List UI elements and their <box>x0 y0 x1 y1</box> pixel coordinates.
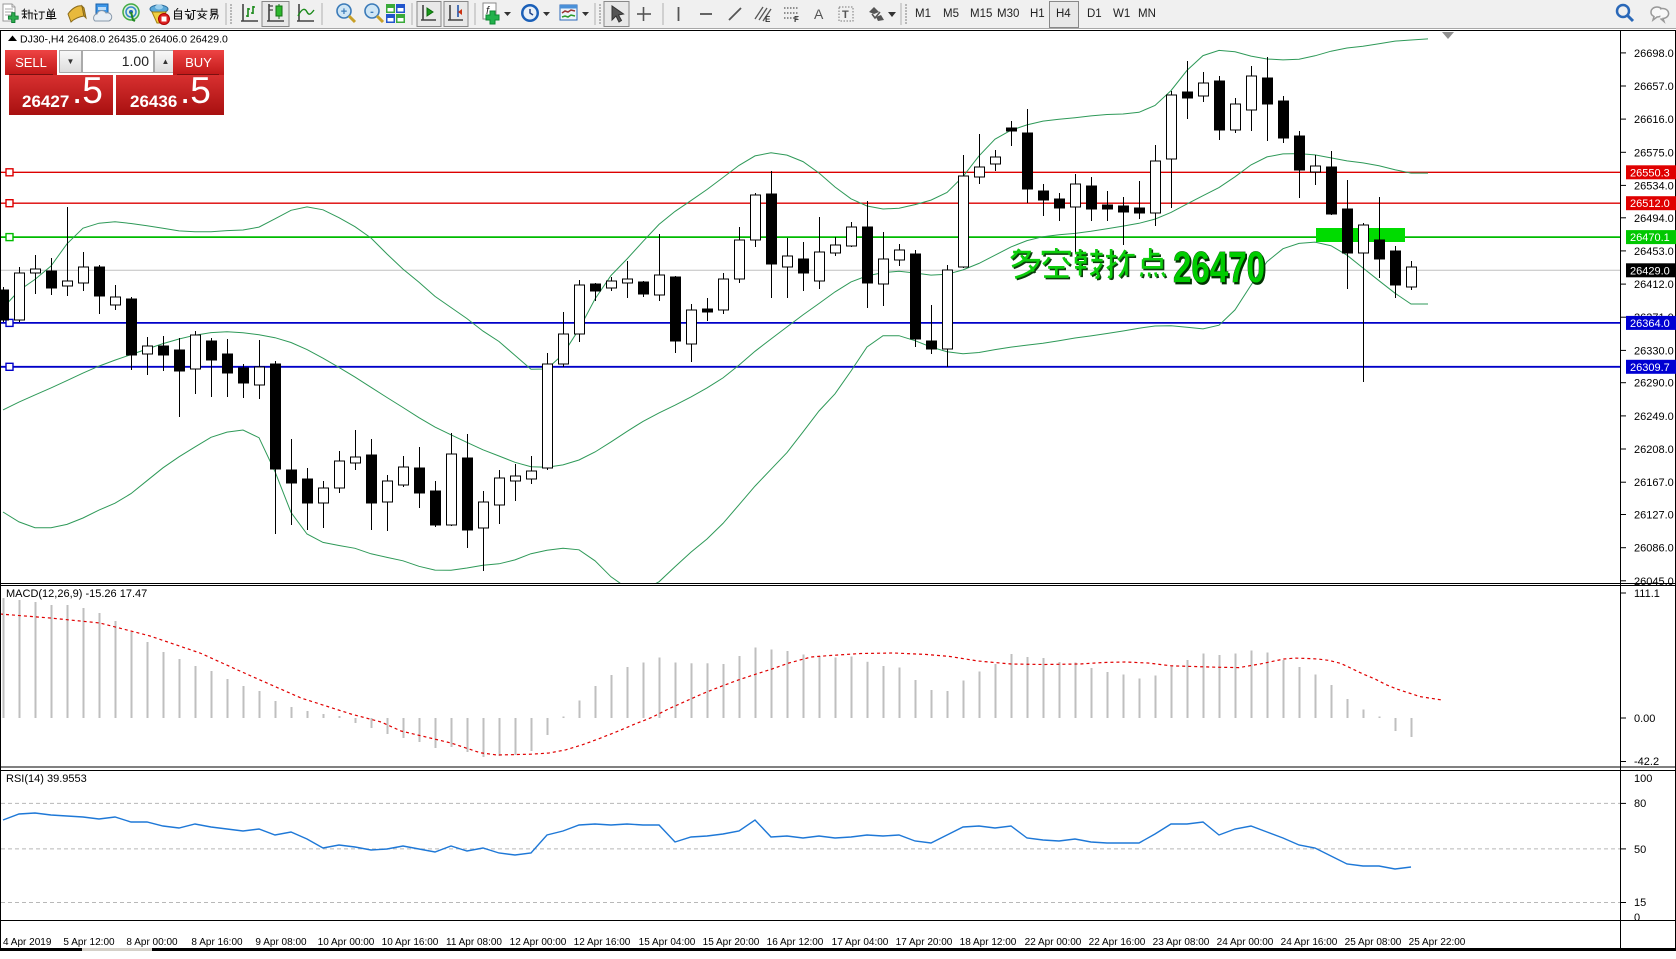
svg-text:26127.0: 26127.0 <box>1634 510 1674 522</box>
svg-text:12 Apr 00:00: 12 Apr 00:00 <box>510 937 567 948</box>
svg-text:26364.0: 26364.0 <box>1630 318 1670 330</box>
svg-text:26512.0: 26512.0 <box>1630 198 1670 210</box>
svg-text:24 Apr 00:00: 24 Apr 00:00 <box>1217 937 1274 948</box>
svg-text:E: E <box>765 15 771 24</box>
svg-text:26616.0: 26616.0 <box>1634 114 1674 126</box>
svg-text:26290.0: 26290.0 <box>1634 378 1674 390</box>
svg-text:F: F <box>794 15 799 24</box>
svg-text:16 Apr 12:00: 16 Apr 12:00 <box>767 937 824 948</box>
svg-text:RSI(14) 39.9553: RSI(14) 39.9553 <box>6 773 87 785</box>
svg-text:15 Apr 20:00: 15 Apr 20:00 <box>703 937 760 948</box>
svg-text:17 Apr 20:00: 17 Apr 20:00 <box>896 937 953 948</box>
svg-text:18 Apr 12:00: 18 Apr 12:00 <box>960 937 1017 948</box>
svg-text:26249.0: 26249.0 <box>1634 411 1674 423</box>
svg-text:100: 100 <box>1634 773 1652 785</box>
svg-text:11 Apr 08:00: 11 Apr 08:00 <box>446 937 502 948</box>
svg-text:0.00: 0.00 <box>1634 713 1655 725</box>
svg-text:A: A <box>814 6 824 22</box>
svg-text:23 Apr 08:00: 23 Apr 08:00 <box>1153 937 1210 948</box>
svg-text:12 Apr 16:00: 12 Apr 16:00 <box>574 937 631 948</box>
svg-text:10 Apr 16:00: 10 Apr 16:00 <box>382 937 439 948</box>
svg-text:26086.0: 26086.0 <box>1634 543 1674 555</box>
svg-text:26550.3: 26550.3 <box>1630 167 1670 179</box>
svg-text:15 Apr 04:00: 15 Apr 04:00 <box>639 937 696 948</box>
svg-text:10 Apr 00:00: 10 Apr 00:00 <box>318 937 375 948</box>
svg-text:22 Apr 16:00: 22 Apr 16:00 <box>1089 937 1146 948</box>
svg-text:26657.0: 26657.0 <box>1634 81 1674 93</box>
svg-text:80: 80 <box>1634 798 1646 810</box>
svg-text:25 Apr 22:00: 25 Apr 22:00 <box>1409 937 1466 948</box>
svg-text:8 Apr 16:00: 8 Apr 16:00 <box>191 937 243 948</box>
svg-text:f: f <box>486 5 490 17</box>
svg-text:0: 0 <box>1634 912 1640 924</box>
svg-text:-42.2: -42.2 <box>1634 756 1659 768</box>
svg-text:22 Apr 00:00: 22 Apr 00:00 <box>1025 937 1082 948</box>
svg-text:26309.7: 26309.7 <box>1630 362 1670 374</box>
svg-text:MACD(12,26,9) -15.26 17.47: MACD(12,26,9) -15.26 17.47 <box>6 588 147 600</box>
svg-text:26412.0: 26412.0 <box>1634 279 1674 291</box>
svg-text:17 Apr 04:00: 17 Apr 04:00 <box>832 937 889 948</box>
svg-text:26045.0: 26045.0 <box>1634 576 1674 588</box>
svg-text:26575.0: 26575.0 <box>1634 147 1674 159</box>
svg-text:DJ30-,H4 26408.0 26435.0 2640: DJ30-,H4 26408.0 26435.0 26406.0 26429.0 <box>20 34 228 46</box>
svg-text:26698.0: 26698.0 <box>1634 48 1674 60</box>
svg-text:25 Apr 08:00: 25 Apr 08:00 <box>1345 937 1402 948</box>
svg-text:4 Apr 2019: 4 Apr 2019 <box>3 937 52 948</box>
svg-text:T: T <box>842 9 849 21</box>
svg-text:26330.0: 26330.0 <box>1634 345 1674 357</box>
svg-text:26167.0: 26167.0 <box>1634 477 1674 489</box>
svg-text:26470: 26470 <box>1173 244 1265 290</box>
svg-text:24 Apr 16:00: 24 Apr 16:00 <box>1281 937 1338 948</box>
svg-text:15: 15 <box>1634 897 1646 909</box>
svg-text:111.1: 111.1 <box>1634 588 1660 600</box>
svg-text:+: + <box>341 6 347 18</box>
svg-text:50: 50 <box>1634 844 1646 856</box>
svg-text:26470.1: 26470.1 <box>1630 232 1670 244</box>
svg-text:26534.0: 26534.0 <box>1634 180 1674 192</box>
svg-text:-: - <box>370 6 374 18</box>
svg-text:26429.0: 26429.0 <box>1630 265 1670 277</box>
svg-text:26494.0: 26494.0 <box>1634 213 1674 225</box>
svg-text:26208.0: 26208.0 <box>1634 444 1674 456</box>
svg-text:26453.0: 26453.0 <box>1634 246 1674 258</box>
svg-text:8 Apr 00:00: 8 Apr 00:00 <box>126 937 178 948</box>
svg-text:5 Apr 12:00: 5 Apr 12:00 <box>63 937 115 948</box>
svg-text:9 Apr 08:00: 9 Apr 08:00 <box>255 937 307 948</box>
